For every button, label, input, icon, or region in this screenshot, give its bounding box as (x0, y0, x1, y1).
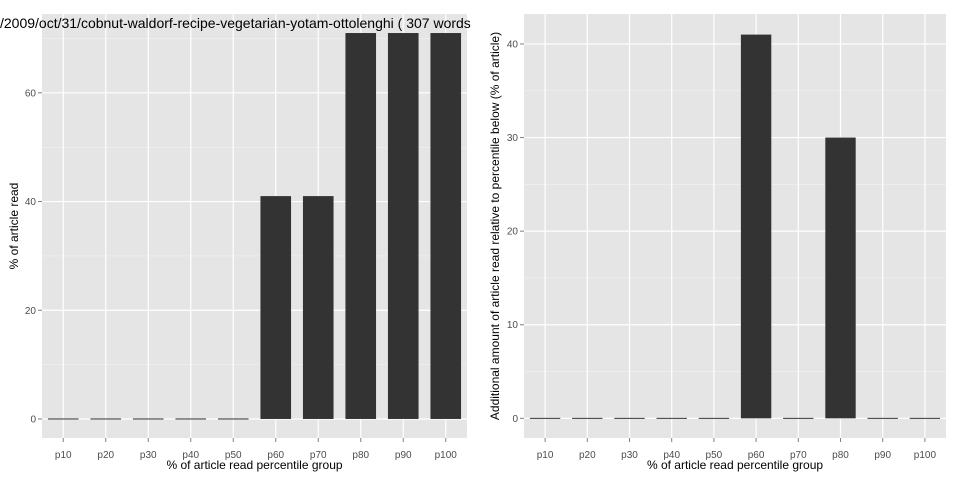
bar-p60 (260, 196, 292, 419)
x-tick-label: p70 (310, 450, 327, 461)
bar-p10 (47, 418, 79, 420)
bar-p40 (656, 417, 687, 419)
y-tick-label: 40 (25, 197, 37, 208)
x-axis-label: % of article read percentile group (166, 458, 342, 472)
bar-p80 (825, 137, 856, 419)
bar-p100 (430, 33, 462, 419)
chart-title: /2009/oct/31/cobnut-waldorf-recipe-veget… (0, 15, 471, 31)
y-tick-label: 20 (507, 227, 519, 238)
bar-p70 (783, 417, 814, 419)
y-tick-label: 0 (30, 414, 36, 425)
x-tick-label: p20 (579, 450, 596, 461)
x-tick-label: p80 (352, 450, 369, 461)
bar-p10 (529, 417, 561, 419)
y-tick-label: 10 (507, 320, 519, 331)
x-tick-label: p100 (435, 450, 458, 461)
y-tick-label: 20 (25, 306, 37, 317)
x-tick-label: p20 (97, 450, 114, 461)
right-chart: 0 10 20 30 40 p10 p20 p30 p40 p50 p60 p70 p80 p90 p100… (488, 14, 946, 472)
x-tick-label: p50 (225, 450, 242, 461)
bar-p30 (132, 418, 164, 420)
bar-p100 (909, 417, 941, 419)
y-tick-label: 60 (25, 88, 37, 99)
bar-p30 (614, 417, 645, 419)
x-tick-label: p100 (914, 450, 937, 461)
bar-p40 (175, 418, 207, 420)
bar-p50 (217, 418, 249, 420)
y-tick-label: 30 (507, 133, 519, 144)
bar-p90 (387, 33, 419, 419)
x-axis-label: % of article read percentile group (647, 458, 823, 472)
x-tick-label: p10 (537, 450, 554, 461)
y-tick-label: 0 (512, 414, 518, 425)
x-tick-label: p50 (706, 450, 723, 461)
bar-p80 (345, 33, 377, 419)
y-axis-label: % of article read (7, 183, 21, 270)
x-tick-label: p90 (395, 450, 412, 461)
left-chart: 0 20 40 60 p10 p20 p30 p40 p50 p60 p70 p80 p90 p100 % … (7, 14, 467, 472)
bar-p20 (90, 418, 122, 420)
y-tick-label: 40 (507, 39, 519, 50)
x-tick-label: p40 (663, 450, 680, 461)
x-tick-label: p70 (790, 450, 807, 461)
bar-p90 (867, 417, 898, 419)
bar-p60 (740, 34, 772, 419)
bar-p50 (698, 417, 730, 419)
plot-panel (524, 14, 946, 438)
x-tick-label: p80 (832, 450, 849, 461)
y-axis-label: Additional amount of article read relati… (488, 32, 502, 420)
bar-p20 (572, 417, 603, 419)
x-tick-label: p40 (182, 450, 199, 461)
bar-p70 (302, 196, 334, 419)
x-tick-label: p30 (621, 450, 638, 461)
x-tick-label: p60 (267, 450, 284, 461)
x-tick-label: p10 (55, 450, 72, 461)
x-tick-label: p60 (748, 450, 765, 461)
x-tick-label: p30 (140, 450, 157, 461)
x-tick-label: p90 (874, 450, 891, 461)
